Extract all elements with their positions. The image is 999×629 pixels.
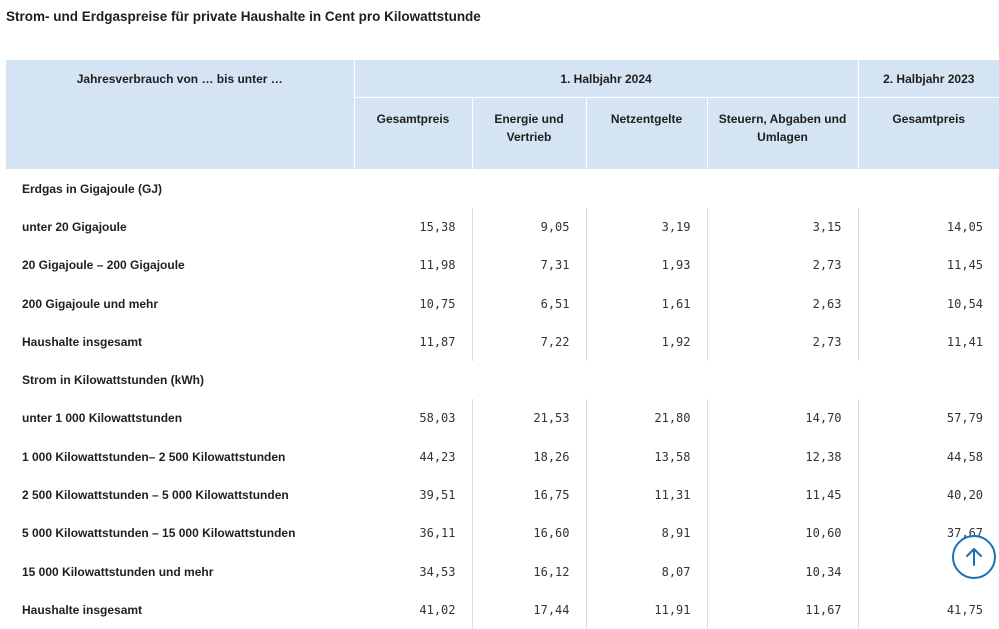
cell-value: 1,92 xyxy=(586,322,708,361)
table-row: 15 000 Kilowattstunden und mehr 34,53 16… xyxy=(6,552,999,591)
cell-value: 11,87 xyxy=(354,322,473,361)
row-label: 5 000 Kilowattstunden – 15 000 Kilowatts… xyxy=(22,526,296,541)
arrow-up-circle-icon xyxy=(966,548,982,566)
cell-value: 16,60 xyxy=(472,514,587,553)
row-label: Haushalte insgesamt xyxy=(22,602,143,617)
cell-value: 14,05 xyxy=(946,219,984,234)
header-total-price-2023: Gesamtpreis xyxy=(858,97,999,169)
cell-value: 11,45 xyxy=(707,475,859,515)
cell-value: 15,38 xyxy=(354,207,473,247)
section-label-electricity: Strom in Kilowattstunden (kWh) xyxy=(22,373,204,388)
scroll-to-top-button[interactable] xyxy=(952,535,996,579)
cell-value: 11,67 xyxy=(707,590,859,629)
header-energy-sales: Energie und Vertrieb xyxy=(472,97,587,169)
row-label: 20 Gigajoule – 200 Gigajoule xyxy=(22,258,185,273)
cell-value: 16,12 xyxy=(472,552,587,591)
cell-value: 1,61 xyxy=(586,284,708,323)
table-row: 5 000 Kilowattstunden – 15 000 Kilowatts… xyxy=(6,514,999,553)
table-row: Haushalte insgesamt 41,02 17,44 11,91 11… xyxy=(6,590,999,629)
cell-value: 9,05 xyxy=(472,207,587,247)
cell-value: 11,41 xyxy=(946,334,984,349)
cell-value: 36,11 xyxy=(354,514,473,553)
cell-value: 11,98 xyxy=(354,246,473,285)
cell-value: 10,34 xyxy=(707,552,859,591)
cell-value: 14,70 xyxy=(707,399,859,438)
cell-value: 6,51 xyxy=(472,284,587,323)
table-row: unter 1 000 Kilowattstunden 58,03 21,53 … xyxy=(6,399,999,438)
cell-value: 12,38 xyxy=(707,437,859,476)
cell-value: 7,22 xyxy=(472,322,587,361)
cell-value: 10,75 xyxy=(354,284,473,323)
row-label: 1 000 Kilowattstunden– 2 500 Kilowattstu… xyxy=(22,449,286,464)
cell-value: 2,63 xyxy=(707,284,859,323)
table-title: Strom- und Erdgaspreise für private Haus… xyxy=(6,9,481,24)
header-total-price-2024: Gesamtpreis xyxy=(354,97,473,169)
table-row: 2 500 Kilowattstunden – 5 000 Kilowattst… xyxy=(6,475,999,515)
row-label: 200 Gigajoule und mehr xyxy=(22,296,159,311)
header-consumption: Jahresverbrauch von … bis unter … xyxy=(6,60,355,170)
cell-value: 1,93 xyxy=(586,246,708,285)
header-second-half-2023: 2. Halbjahr 2023 xyxy=(858,60,999,98)
cell-value: 44,23 xyxy=(354,437,473,476)
cell-value: 11,31 xyxy=(586,475,708,515)
cell-value: 39,51 xyxy=(354,475,473,515)
cell-value: 41,75 xyxy=(946,602,984,617)
cell-value: 11,45 xyxy=(946,258,984,273)
cell-value: 11,91 xyxy=(586,590,708,629)
cell-value: 34,53 xyxy=(354,552,473,591)
row-label: unter 1 000 Kilowattstunden xyxy=(22,411,183,426)
header-taxes-levies: Steuern, Abgaben und Umlagen xyxy=(707,97,859,169)
cell-value: 41,02 xyxy=(354,590,473,629)
row-label: Haushalte insgesamt xyxy=(22,334,143,349)
cell-value: 40,20 xyxy=(946,488,984,503)
cell-value: 2,73 xyxy=(707,246,859,285)
cell-value: 44,58 xyxy=(946,449,984,464)
cell-value: 21,80 xyxy=(586,399,708,438)
table-row-section: Strom in Kilowattstunden (kWh) xyxy=(6,361,999,399)
cell-value: 3,19 xyxy=(586,207,708,247)
table-row: 1 000 Kilowattstunden– 2 500 Kilowattstu… xyxy=(6,437,999,476)
table-row: unter 20 Gigajoule 15,38 9,05 3,19 3,15 … xyxy=(6,207,999,247)
table-row-section: Erdgas in Gigajoule (GJ) xyxy=(6,169,999,208)
cell-value: 10,60 xyxy=(707,514,859,553)
table-row: Haushalte insgesamt 11,87 7,22 1,92 2,73… xyxy=(6,322,999,361)
cell-value: 16,75 xyxy=(472,475,587,515)
cell-value: 7,31 xyxy=(472,246,587,285)
row-label: 2 500 Kilowattstunden – 5 000 Kilowattst… xyxy=(22,488,289,503)
cell-value: 21,53 xyxy=(472,399,587,438)
cell-value: 13,58 xyxy=(586,437,708,476)
cell-value: 17,44 xyxy=(472,590,587,629)
cell-value: 2,73 xyxy=(707,322,859,361)
table-row: 20 Gigajoule – 200 Gigajoule 11,98 7,31 … xyxy=(6,246,999,285)
price-table: Jahresverbrauch von … bis unter … 1. Hal… xyxy=(6,60,999,629)
cell-value: 3,15 xyxy=(707,207,859,247)
cell-value: 10,54 xyxy=(946,296,984,311)
header-first-half-2024: 1. Halbjahr 2024 xyxy=(354,60,859,98)
cell-value: 8,07 xyxy=(586,552,708,591)
row-label: 15 000 Kilowattstunden und mehr xyxy=(22,564,214,579)
header-network-fees: Netzentgelte xyxy=(586,97,708,169)
cell-value: 8,91 xyxy=(586,514,708,553)
cell-value: 58,03 xyxy=(354,399,473,438)
cell-value: 18,26 xyxy=(472,437,587,476)
row-label: unter 20 Gigajoule xyxy=(22,219,127,234)
table-row: 200 Gigajoule und mehr 10,75 6,51 1,61 2… xyxy=(6,284,999,323)
section-label-gas: Erdgas in Gigajoule (GJ) xyxy=(22,181,163,196)
cell-value: 57,79 xyxy=(946,411,984,426)
